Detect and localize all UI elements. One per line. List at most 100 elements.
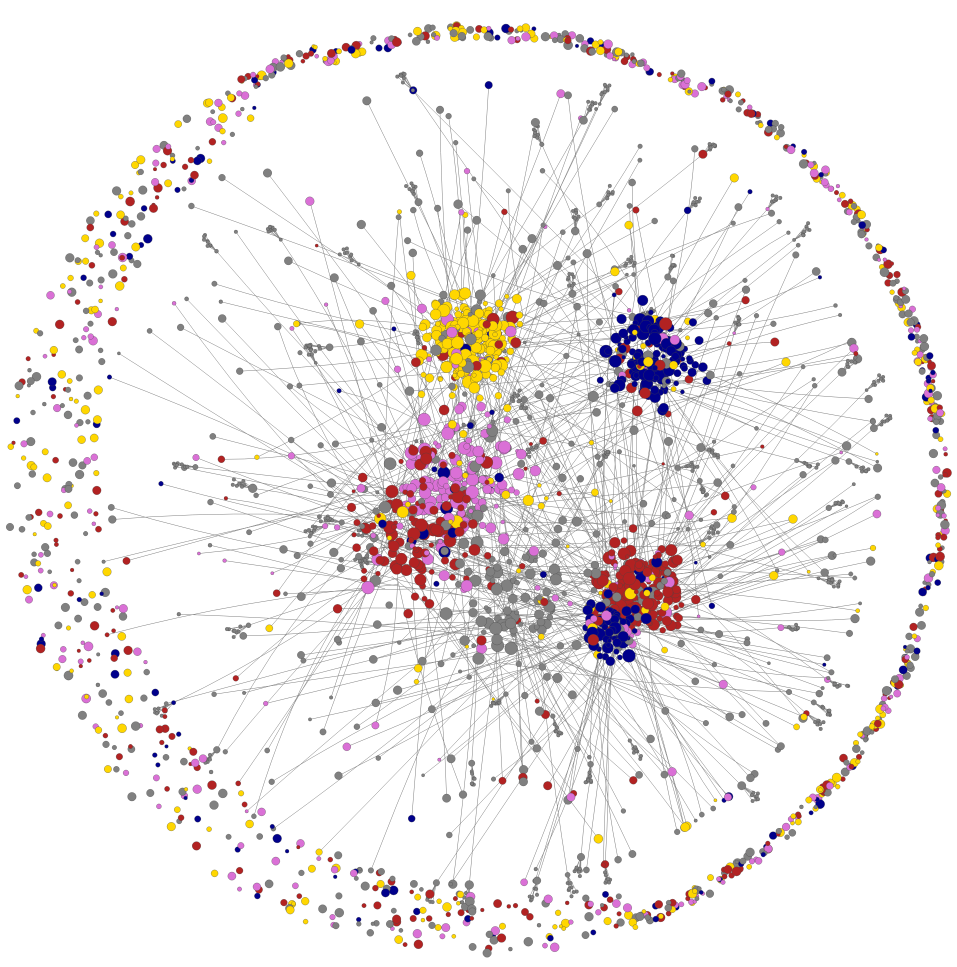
component-node [155, 725, 164, 734]
node [462, 494, 471, 504]
component-node [210, 109, 216, 115]
component-node [934, 579, 941, 586]
component-node [22, 585, 32, 595]
node [540, 597, 549, 607]
node [850, 614, 860, 624]
node [610, 267, 620, 277]
component-node [597, 39, 604, 45]
node [450, 652, 456, 658]
component-node [64, 501, 72, 510]
node [482, 484, 492, 494]
component-node [731, 866, 742, 877]
node [550, 713, 556, 719]
node [503, 691, 509, 697]
node [360, 575, 368, 583]
component-node [190, 170, 199, 180]
component-node [879, 267, 890, 277]
component-node [83, 326, 90, 333]
component-node [449, 29, 458, 38]
node [535, 135, 540, 140]
node [515, 393, 520, 398]
node [225, 627, 229, 632]
component-node [50, 394, 56, 400]
node [637, 294, 649, 306]
node [527, 234, 537, 244]
node [107, 504, 115, 511]
edge [505, 605, 673, 772]
component-node [644, 914, 651, 921]
node [322, 523, 329, 530]
component-node [612, 899, 621, 908]
component-node [125, 196, 135, 207]
node [156, 706, 161, 711]
component-node [774, 134, 780, 141]
node [309, 531, 314, 536]
node [826, 580, 831, 585]
component-node [182, 114, 192, 123]
node [437, 660, 445, 668]
edge [468, 232, 564, 505]
component-node [143, 660, 148, 665]
edge [271, 616, 599, 783]
node [466, 314, 479, 327]
node [552, 462, 561, 471]
node [251, 813, 257, 819]
node [428, 569, 435, 575]
component-node [18, 572, 25, 578]
node [268, 778, 275, 785]
component-node [240, 91, 250, 100]
component-node [468, 907, 477, 916]
edge [166, 594, 576, 704]
component-node [31, 372, 42, 382]
node [529, 465, 541, 477]
component-node [361, 903, 367, 908]
node [241, 479, 246, 484]
component-node [632, 924, 639, 930]
component-node [798, 159, 809, 169]
edge [337, 627, 535, 640]
component-node [677, 69, 686, 78]
node [458, 669, 463, 674]
node [536, 594, 543, 601]
component-node [237, 842, 245, 849]
component-node [615, 893, 622, 900]
node [698, 517, 704, 522]
component-node [821, 165, 830, 175]
component-node [177, 814, 185, 821]
component-node [333, 874, 338, 879]
component-node [284, 58, 294, 69]
node [308, 717, 312, 722]
node [375, 490, 380, 495]
component-node [707, 874, 714, 881]
node [456, 460, 463, 467]
component-node [925, 378, 932, 384]
node [506, 347, 515, 356]
node [174, 463, 179, 468]
node [426, 356, 432, 363]
component-node [914, 358, 922, 366]
component-node [76, 648, 81, 653]
component-node [507, 26, 515, 33]
node [853, 355, 858, 360]
component-node [889, 279, 897, 287]
component-node [420, 917, 426, 923]
node [498, 776, 507, 785]
node [471, 643, 477, 649]
node [503, 416, 511, 424]
node [355, 552, 363, 560]
component-node [118, 710, 124, 716]
node [621, 606, 632, 617]
node [750, 484, 757, 491]
node [697, 626, 705, 634]
component-node [734, 859, 739, 864]
component-node [7, 443, 14, 450]
node [446, 754, 456, 764]
component-node [877, 257, 881, 262]
node [577, 853, 585, 861]
component-node [708, 77, 716, 85]
node [582, 249, 592, 259]
node [353, 723, 361, 730]
node [218, 174, 226, 182]
node [315, 848, 323, 856]
